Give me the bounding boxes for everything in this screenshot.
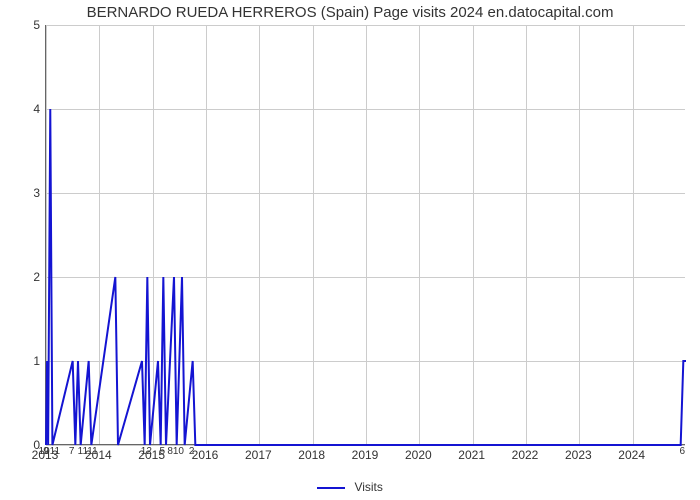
- chart-title: BERNARDO RUEDA HERREROS (Spain) Page vis…: [0, 4, 700, 21]
- x-tick-label: 2024: [618, 448, 645, 462]
- plot-area: [45, 25, 685, 445]
- x-tick-label: 2023: [565, 448, 592, 462]
- x-minor-label: 5: [160, 446, 166, 457]
- x-minor-label: 12: [141, 446, 152, 457]
- legend-swatch: [317, 487, 345, 489]
- y-tick-label: 4: [10, 102, 40, 116]
- x-tick-label: 2017: [245, 448, 272, 462]
- y-tick-label: 2: [10, 270, 40, 284]
- x-minor-label: 2: [189, 446, 195, 457]
- x-minor-label: 6: [680, 446, 686, 457]
- y-tick-label: 1: [10, 354, 40, 368]
- x-tick-label: 2022: [512, 448, 539, 462]
- x-tick-label: 2020: [405, 448, 432, 462]
- x-tick-label: 2018: [298, 448, 325, 462]
- y-tick-label: 3: [10, 186, 40, 200]
- chart-container: BERNARDO RUEDA HERREROS (Spain) Page vis…: [0, 0, 700, 500]
- x-minor-label: 1111: [78, 446, 98, 457]
- x-minor-label: 1011: [39, 446, 61, 457]
- x-minor-label: 7: [69, 446, 75, 457]
- x-tick-label: 2021: [458, 448, 485, 462]
- x-minor-label: 810: [167, 446, 184, 457]
- x-tick-label: 2016: [192, 448, 219, 462]
- visits-line: [46, 25, 686, 445]
- x-tick-label: 2019: [352, 448, 379, 462]
- legend: Visits: [0, 480, 700, 494]
- y-tick-label: 5: [10, 18, 40, 32]
- series-path: [46, 109, 686, 445]
- legend-label: Visits: [354, 480, 382, 494]
